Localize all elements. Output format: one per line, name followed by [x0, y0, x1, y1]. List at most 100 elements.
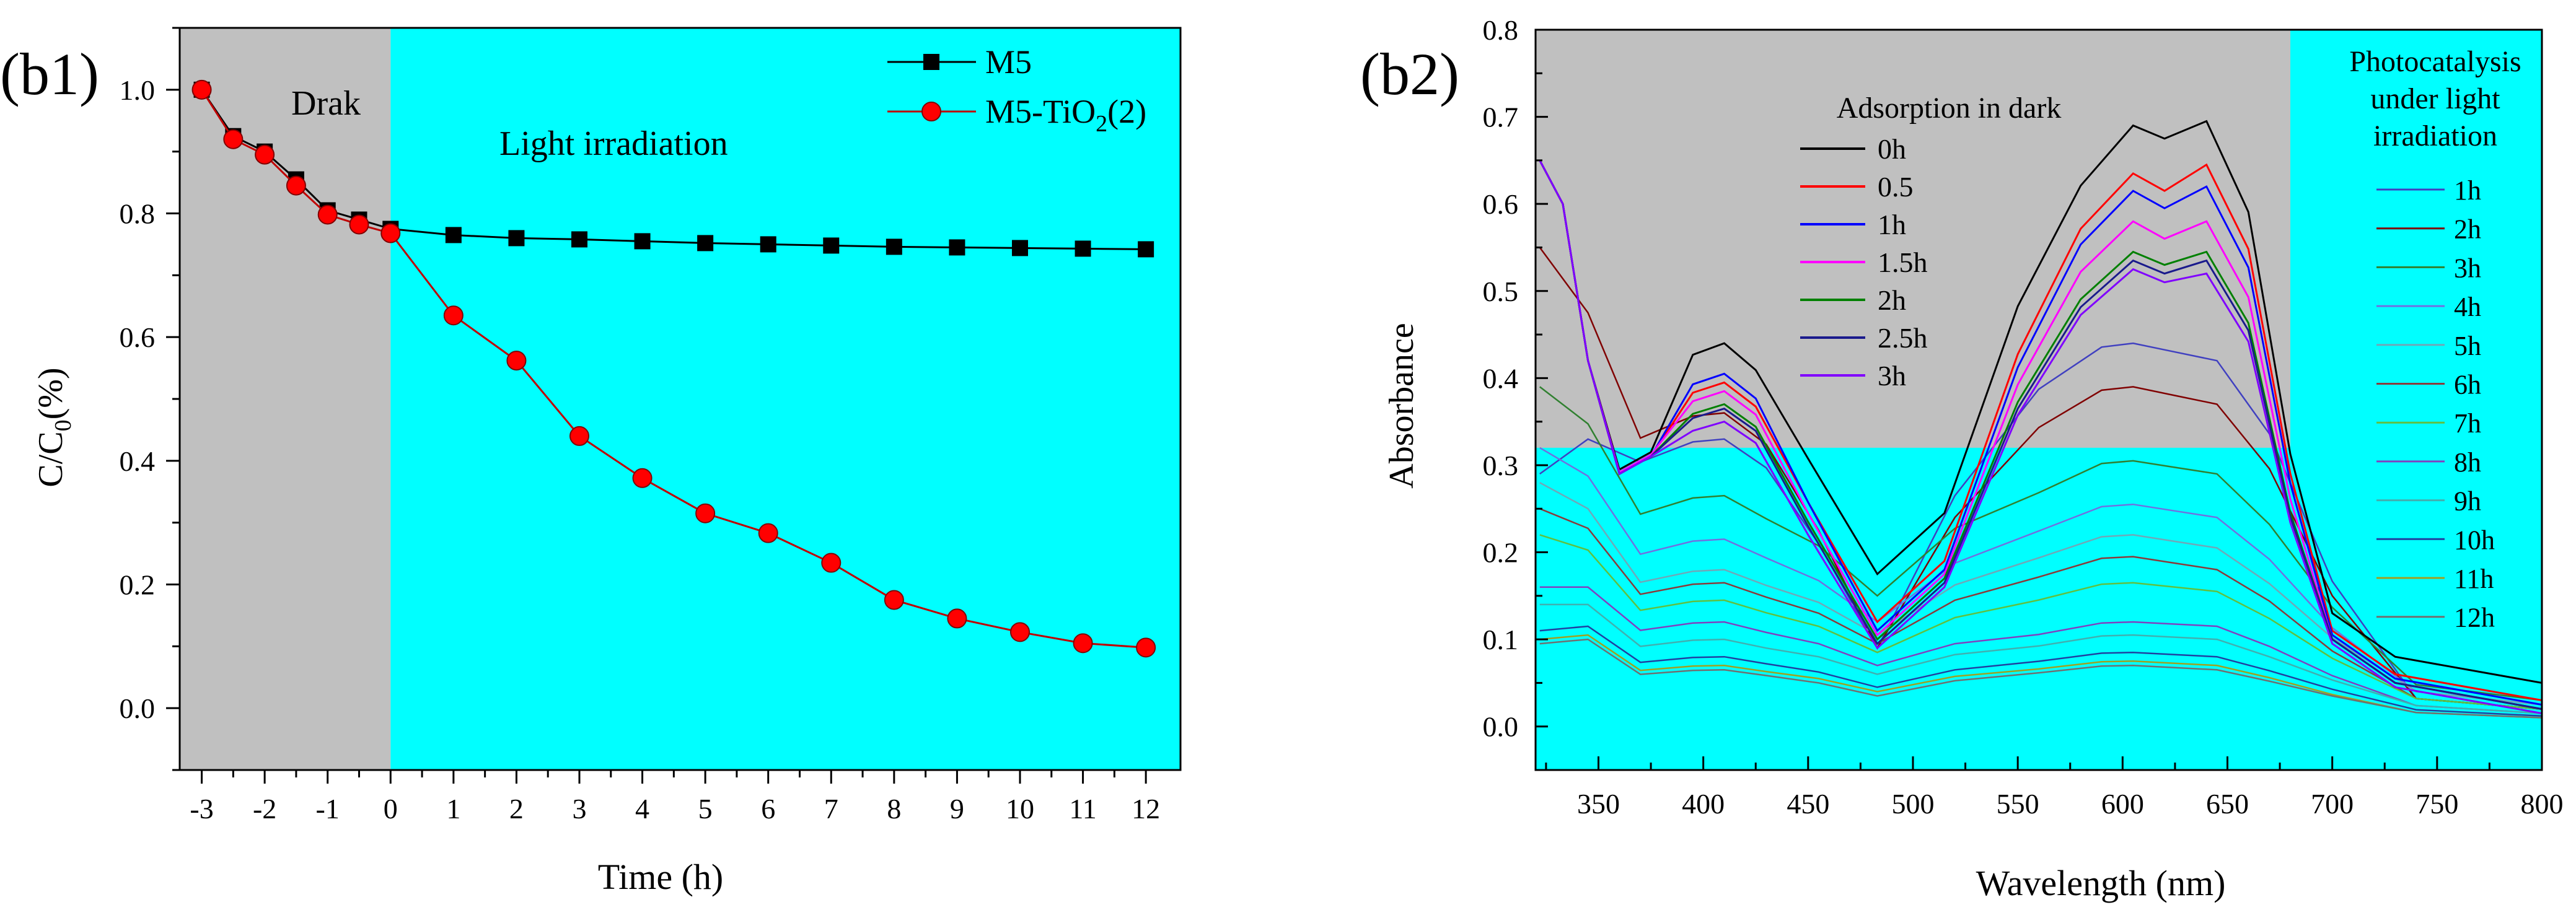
- legend-marker-m5: [923, 54, 939, 70]
- y-tick-label: 0.6: [1483, 188, 1519, 220]
- light-legend-title-line1: Photocatalysis: [2349, 45, 2521, 78]
- y-tick-label: 0.6: [120, 322, 156, 353]
- spectrum-line-dark: [1539, 120, 2543, 684]
- spectrum-line-light: [1539, 625, 2543, 717]
- data-point-square: [445, 227, 462, 243]
- y-axis-title-b1: C/C0(%): [32, 367, 76, 487]
- legend-label-3h: 3h: [1878, 360, 1906, 392]
- x-tick-label: 700: [2311, 788, 2354, 820]
- legend-marker-m5tio2: [921, 102, 941, 121]
- light-region-label: Light irradiation: [499, 125, 728, 163]
- x-tick-label: 10: [1006, 793, 1034, 825]
- data-point-circle: [223, 129, 244, 149]
- legend-label-9h: 9h: [2454, 486, 2481, 517]
- data-point-circle: [1136, 637, 1156, 658]
- data-point-square: [886, 238, 902, 255]
- dark-legend-title: Adsorption in dark: [1837, 92, 2062, 125]
- chart-b1: -3 -2 -1 0 1 2 3 4 5 6 7 8 9 10 11 12 0.00.20.40.60.81.…: [0, 27, 1182, 897]
- legend-label-2h: 2h: [2454, 214, 2481, 245]
- legend-b1: M5 M5-TiO2(2): [887, 43, 1146, 137]
- x-tick-label: 650: [2206, 788, 2249, 820]
- x-tick-label: 12: [1132, 793, 1160, 825]
- data-point-circle: [632, 468, 653, 488]
- legend-label-2.5h: 2.5h: [1878, 322, 1928, 354]
- chart-b2: 350 400 450 500 550 600 650 700 750 800 0.0 0.1 0.2…: [1360, 14, 2564, 903]
- x-tick-label: 450: [1787, 788, 1829, 820]
- y-tick-label: 0.8: [1483, 14, 1519, 46]
- data-point-square: [697, 235, 714, 252]
- light-region: [390, 28, 1180, 770]
- y-tick-label: 0.8: [120, 198, 156, 230]
- x-tick-label: -2: [253, 793, 276, 825]
- legend-label-12h: 12h: [2454, 603, 2495, 633]
- y-tick-label: 0.7: [1483, 102, 1519, 133]
- legend-label-1h: 1h: [1878, 209, 1906, 240]
- y-tick-label: 0.2: [120, 569, 156, 601]
- y-tick-label: 0.3: [1483, 450, 1519, 481]
- dark-region: [180, 28, 391, 770]
- x-tick-label: 350: [1577, 788, 1620, 820]
- dark-legend: 0h 0.5 1h 1.5h 2h 2.5h 3h: [1800, 133, 1928, 392]
- y-tick-label: 0.0: [1483, 711, 1519, 743]
- data-point-circle: [1073, 633, 1093, 654]
- data-point-circle: [1009, 622, 1030, 642]
- y-tick-label: 0.2: [1483, 537, 1519, 569]
- data-point-circle: [255, 144, 275, 165]
- legend-label-m5: M5: [985, 43, 1032, 81]
- legend-label-0h: 0h: [1878, 133, 1906, 165]
- x-axis-title-b1: Time (h): [598, 857, 724, 897]
- data-point-square: [634, 233, 651, 250]
- spectrum-line-light: [1539, 586, 2543, 714]
- legend-label-11h: 11h: [2454, 564, 2494, 594]
- spectrum-line-light: [1539, 247, 2543, 710]
- data-point-circle: [821, 553, 842, 573]
- spectrum-line-light: [1539, 447, 2543, 706]
- spectrum-line-light: [1539, 634, 2543, 719]
- x-tick-label: 1: [446, 793, 460, 825]
- dark-region-label: Drak: [291, 84, 361, 123]
- spectrum-line-light: [1539, 508, 2543, 710]
- x-tick-label: -1: [316, 793, 340, 825]
- spectrum-line-light: [1539, 534, 2543, 710]
- data-point-square: [823, 237, 840, 254]
- data-point-square: [1075, 240, 1091, 257]
- legend-label-4h: 4h: [2454, 292, 2481, 322]
- y-tick-label: 1.0: [120, 74, 156, 106]
- x-axis-title-b2: Wavelength (nm): [1976, 863, 2226, 903]
- light-legend-title-line2: under light: [2370, 82, 2500, 115]
- light-legend: 1h 2h 3h 4h 5h 6h 7h 8h 9h 10h 11h 12h: [2376, 175, 2495, 633]
- legend-label-8h: 8h: [2454, 447, 2481, 478]
- x-tick-label: 4: [635, 793, 649, 825]
- data-point-circle: [286, 175, 306, 196]
- x-tick-label: 9: [950, 793, 964, 825]
- spectrum-line-light: [1539, 638, 2543, 719]
- data-point-square: [760, 236, 776, 253]
- y-tick-label: 0.4: [120, 445, 156, 477]
- data-point-square: [949, 239, 965, 256]
- legend-label-7h: 7h: [2454, 408, 2481, 439]
- data-point-circle: [191, 79, 212, 100]
- legend-label-m5tio2: M5-TiO2(2): [985, 93, 1146, 137]
- x-tick-label: 800: [2521, 788, 2564, 820]
- spectrum-line-dark: [1539, 160, 2543, 715]
- spectrum-line-dark: [1539, 160, 2543, 711]
- y-tick-label: 0.5: [1483, 276, 1519, 307]
- y-tick-label: 0.4: [1483, 362, 1519, 394]
- x-tick-label: 550: [1997, 788, 2039, 820]
- data-point-square: [1011, 240, 1028, 256]
- data-point-circle: [695, 503, 716, 523]
- x-tick-label: 2: [509, 793, 524, 825]
- panel-label-b1: (b1): [0, 41, 99, 107]
- data-point-circle: [349, 214, 369, 235]
- y-axis-title-b2: Absorbance: [1383, 323, 1421, 488]
- legend-label-0.5: 0.5: [1878, 171, 1914, 203]
- x-tick-label: 5: [698, 793, 713, 825]
- light-legend-title-line3: irradiation: [2373, 120, 2497, 152]
- data-point-circle: [884, 590, 904, 610]
- data-point-circle: [506, 351, 527, 371]
- data-point-circle: [758, 523, 778, 543]
- data-point-circle: [947, 608, 967, 629]
- data-point-square: [1138, 241, 1154, 258]
- x-tick-label: 500: [1892, 788, 1935, 820]
